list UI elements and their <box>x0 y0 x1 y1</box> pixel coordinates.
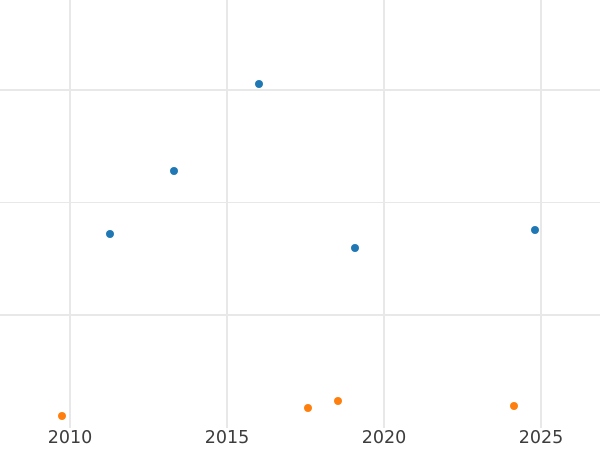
data-point-orange <box>58 412 67 421</box>
x-tick-label: 2025 <box>518 428 564 448</box>
x-gridline <box>540 0 542 428</box>
x-tick-label: 2015 <box>204 428 250 448</box>
x-axis: 2010 2015 2020 2025 <box>0 429 600 450</box>
x-tick-label: 2010 <box>47 428 93 448</box>
x-gridline <box>69 0 71 428</box>
y-gridline <box>0 89 600 91</box>
x-gridline <box>226 0 228 428</box>
data-point-blue <box>105 230 114 238</box>
y-gridline <box>0 201 600 204</box>
data-point-orange <box>304 404 312 413</box>
data-point-blue <box>255 80 264 89</box>
y-gridline <box>0 314 600 316</box>
data-point-blue <box>531 225 539 234</box>
x-gridline <box>383 0 385 428</box>
data-point-orange <box>334 396 343 405</box>
data-point-orange <box>509 402 518 411</box>
x-tick-label: 2020 <box>361 428 407 448</box>
data-point-blue <box>351 243 360 252</box>
data-point-blue <box>169 167 178 175</box>
plot-area <box>0 0 600 428</box>
